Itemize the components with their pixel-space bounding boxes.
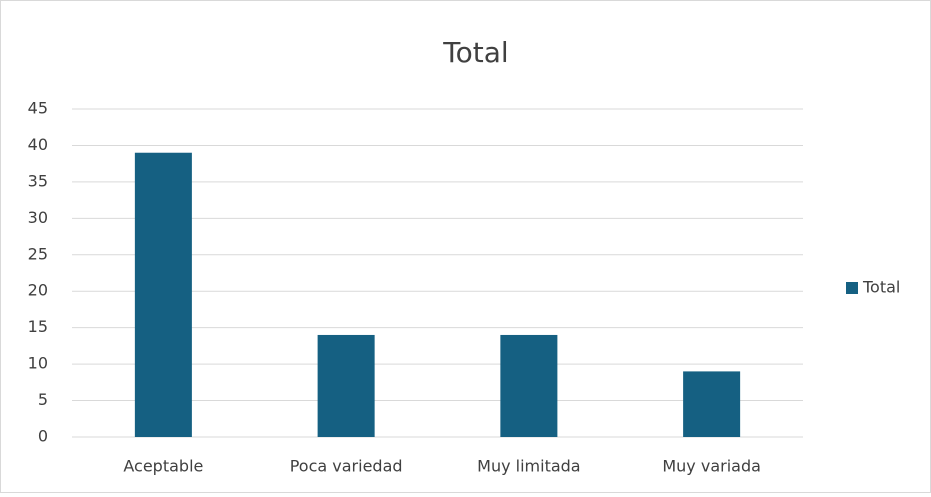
bar bbox=[683, 371, 741, 437]
x-tick-label: Aceptable bbox=[123, 457, 203, 476]
y-tick-label: 15 bbox=[28, 317, 48, 336]
x-tick-label: Poca variedad bbox=[290, 457, 403, 476]
bar bbox=[134, 152, 192, 437]
legend-swatch bbox=[846, 282, 858, 294]
bar bbox=[317, 334, 375, 437]
y-tick-label: 40 bbox=[28, 135, 48, 154]
bar bbox=[500, 334, 558, 437]
y-tick-label: 10 bbox=[28, 354, 48, 373]
y-tick-label: 5 bbox=[38, 390, 48, 409]
legend-label: Total bbox=[862, 278, 900, 297]
x-tick-label: Muy limitada bbox=[477, 457, 580, 476]
chart-title: Total bbox=[442, 36, 508, 69]
y-tick-label: 45 bbox=[28, 99, 48, 118]
y-tick-label: 25 bbox=[28, 244, 48, 263]
x-tick-label: Muy variada bbox=[662, 457, 761, 476]
y-tick-label: 35 bbox=[28, 171, 48, 190]
y-tick-label: 20 bbox=[28, 281, 48, 300]
y-tick-label: 30 bbox=[28, 208, 48, 227]
y-tick-label: 0 bbox=[38, 427, 48, 446]
